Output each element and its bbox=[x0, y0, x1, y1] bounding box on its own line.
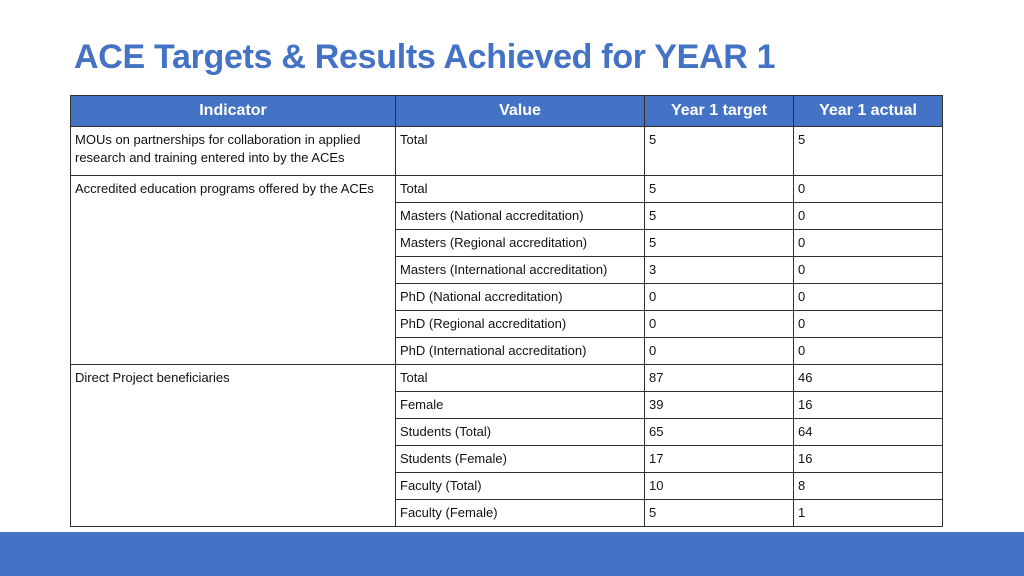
value-cell: PhD (International accreditation) bbox=[395, 337, 645, 365]
value-cell: Faculty (Female) bbox=[395, 499, 645, 527]
table-row: Direct Project beneficiaries Total 87 46 bbox=[70, 364, 943, 527]
target-cell: 65 bbox=[644, 418, 794, 446]
actual-cell: 0 bbox=[793, 256, 943, 284]
target-cell: 87 bbox=[644, 364, 794, 392]
value-cell: Total bbox=[395, 175, 645, 203]
value-cell: Total bbox=[395, 364, 645, 392]
actual-cell: 0 bbox=[793, 310, 943, 338]
value-cell: Total bbox=[395, 126, 645, 176]
target-cell: 5 bbox=[644, 126, 794, 176]
footer-bar bbox=[0, 532, 1024, 576]
table-header-row: Indicator Value Year 1 target Year 1 act… bbox=[70, 95, 943, 127]
header-indicator: Indicator bbox=[70, 95, 396, 127]
target-cell: 0 bbox=[644, 337, 794, 365]
target-cell: 5 bbox=[644, 175, 794, 203]
actual-cell: 0 bbox=[793, 202, 943, 230]
value-cell: PhD (National accreditation) bbox=[395, 283, 645, 311]
target-cell: 39 bbox=[644, 391, 794, 419]
actual-cell: 0 bbox=[793, 175, 943, 203]
table-body: MOUs on partnerships for collaboration i… bbox=[70, 126, 943, 527]
actual-cell: 8 bbox=[793, 472, 943, 500]
actual-cell: 5 bbox=[793, 126, 943, 176]
value-cell: Masters (National accreditation) bbox=[395, 202, 645, 230]
value-cell: Students (Female) bbox=[395, 445, 645, 473]
target-cell: 17 bbox=[644, 445, 794, 473]
value-cell: Students (Total) bbox=[395, 418, 645, 446]
header-year1-actual: Year 1 actual bbox=[793, 95, 943, 127]
actual-cell: 1 bbox=[793, 499, 943, 527]
target-cell: 3 bbox=[644, 256, 794, 284]
actual-cell: 0 bbox=[793, 283, 943, 311]
value-cell: Faculty (Total) bbox=[395, 472, 645, 500]
table-row: Masters (International accreditation) 3 … bbox=[71, 256, 943, 284]
value-cell: Masters (International accreditation) bbox=[395, 256, 645, 284]
target-cell: 0 bbox=[644, 310, 794, 338]
actual-cell: 16 bbox=[793, 391, 943, 419]
header-year1-target: Year 1 target bbox=[644, 95, 794, 127]
value-cell: PhD (Regional accreditation) bbox=[395, 310, 645, 338]
indicator-cell: MOUs on partnerships for collaboration i… bbox=[70, 126, 396, 176]
table-row: Masters (Regional accreditation) 5 0 bbox=[71, 229, 943, 257]
targets-table: Indicator Value Year 1 target Year 1 act… bbox=[70, 95, 943, 527]
actual-cell: 0 bbox=[793, 229, 943, 257]
table-row: Students (Total) 65 64 bbox=[71, 418, 943, 446]
target-cell: 5 bbox=[644, 202, 794, 230]
target-cell: 0 bbox=[644, 283, 794, 311]
value-cell: Masters (Regional accreditation) bbox=[395, 229, 645, 257]
target-cell: 5 bbox=[644, 499, 794, 527]
header-value: Value bbox=[395, 95, 645, 127]
slide-title: ACE Targets & Results Achieved for YEAR … bbox=[74, 38, 776, 76]
indicator-cell: Accredited education programs offered by… bbox=[70, 175, 396, 365]
table-row: MOUs on partnerships for collaboration i… bbox=[70, 126, 943, 176]
actual-cell: 0 bbox=[793, 337, 943, 365]
actual-cell: 16 bbox=[793, 445, 943, 473]
target-cell: 10 bbox=[644, 472, 794, 500]
actual-cell: 46 bbox=[793, 364, 943, 392]
table-row: Accredited education programs offered by… bbox=[70, 175, 943, 365]
table-row: Faculty (Total) 10 8 bbox=[71, 472, 943, 500]
actual-cell: 64 bbox=[793, 418, 943, 446]
table-row: Faculty (Female) 5 1 bbox=[71, 499, 943, 527]
indicator-cell: Direct Project beneficiaries bbox=[70, 364, 396, 527]
target-cell: 5 bbox=[644, 229, 794, 257]
table-row: Female 39 16 bbox=[71, 391, 943, 419]
table-row: Masters (National accreditation) 5 0 bbox=[71, 202, 943, 230]
value-cell: Female bbox=[395, 391, 645, 419]
